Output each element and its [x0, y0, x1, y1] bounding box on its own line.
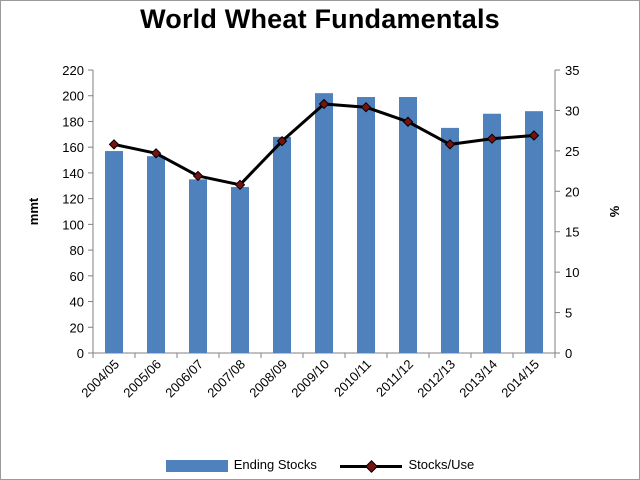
point-stocks-use: [318, 98, 330, 110]
x-tick-label: 2012/13: [414, 357, 458, 401]
legend-swatch-line: [340, 459, 403, 473]
chart-title: World Wheat Fundamentals: [140, 4, 500, 34]
legend-item-ending-stocks: Ending Stocks: [165, 457, 317, 473]
point-stocks-use: [234, 179, 246, 191]
y2-tick-label: 0: [565, 346, 572, 361]
point-stocks-use: [150, 148, 162, 159]
y-tick-label: 140: [62, 166, 84, 181]
y2-tick-label: 5: [565, 306, 572, 321]
x-tick-label: 2014/15: [498, 357, 542, 401]
x-tick-label: 2013/14: [456, 357, 500, 401]
y2-tick-label: 15: [565, 225, 579, 240]
bar-ending-stocks: [441, 127, 459, 354]
y-tick-label: 40: [70, 295, 84, 310]
y2-tick-label: 20: [565, 184, 579, 199]
x-tick-label: 2009/10: [288, 357, 332, 401]
legend-label-stocks-use: Stocks/Use: [408, 457, 475, 473]
bar-ending-stocks: [105, 151, 123, 353]
point-stocks-use: [276, 135, 288, 147]
x-tick-label: 2007/08: [204, 357, 248, 401]
x-tick-label: 2011/12: [373, 357, 416, 400]
bar-ending-stocks: [273, 136, 291, 353]
point-stocks-use: [402, 116, 414, 127]
y2-tick-label: 35: [565, 63, 579, 78]
y-tick-label: 180: [62, 114, 84, 129]
y2-axis-title: %: [607, 206, 622, 218]
y-tick-label: 160: [62, 140, 84, 155]
y2-tick-label: 25: [565, 144, 579, 159]
legend-label-ending-stocks: Ending Stocks: [233, 457, 317, 473]
y2-tick-label: 10: [565, 265, 579, 280]
x-tick-label: 2006/07: [162, 357, 206, 401]
y-tick-label: 20: [70, 320, 84, 335]
x-tick-label: 2008/09: [246, 357, 290, 401]
y-tick-label: 120: [62, 192, 84, 207]
point-stocks-use: [108, 139, 120, 150]
y2-tick-label: 30: [565, 103, 579, 118]
chart-legend: Ending Stocks Stocks/Use: [0, 456, 640, 473]
y-tick-label: 200: [62, 89, 84, 104]
y-tick-label: 60: [70, 269, 84, 284]
legend-swatch-bar: [165, 459, 228, 472]
point-stocks-use: [486, 133, 498, 144]
bar-ending-stocks: [315, 93, 333, 354]
y-tick-label: 220: [62, 63, 84, 78]
bar-ending-stocks: [231, 187, 249, 353]
point-stocks-use: [192, 170, 204, 182]
point-stocks-use: [444, 139, 456, 150]
x-tick-label: 2004/05: [78, 357, 122, 401]
bar-ending-stocks: [189, 179, 207, 353]
bar-ending-stocks: [147, 156, 165, 353]
y-tick-label: 80: [70, 243, 84, 258]
y-axis-title: mmt: [26, 197, 41, 225]
bar-ending-stocks: [357, 97, 375, 353]
y-tick-label: 100: [62, 217, 84, 232]
bar-ending-stocks: [399, 97, 417, 353]
legend-item-stocks-use: Stocks/Use: [340, 457, 475, 473]
point-stocks-use: [528, 130, 540, 141]
x-tick-label: 2010/11: [331, 357, 374, 400]
y-tick-label: 0: [77, 346, 84, 361]
bar-ending-stocks: [483, 113, 501, 354]
bar-ending-stocks: [525, 111, 543, 353]
x-tick-label: 2005/06: [120, 357, 164, 401]
point-stocks-use: [360, 101, 372, 113]
